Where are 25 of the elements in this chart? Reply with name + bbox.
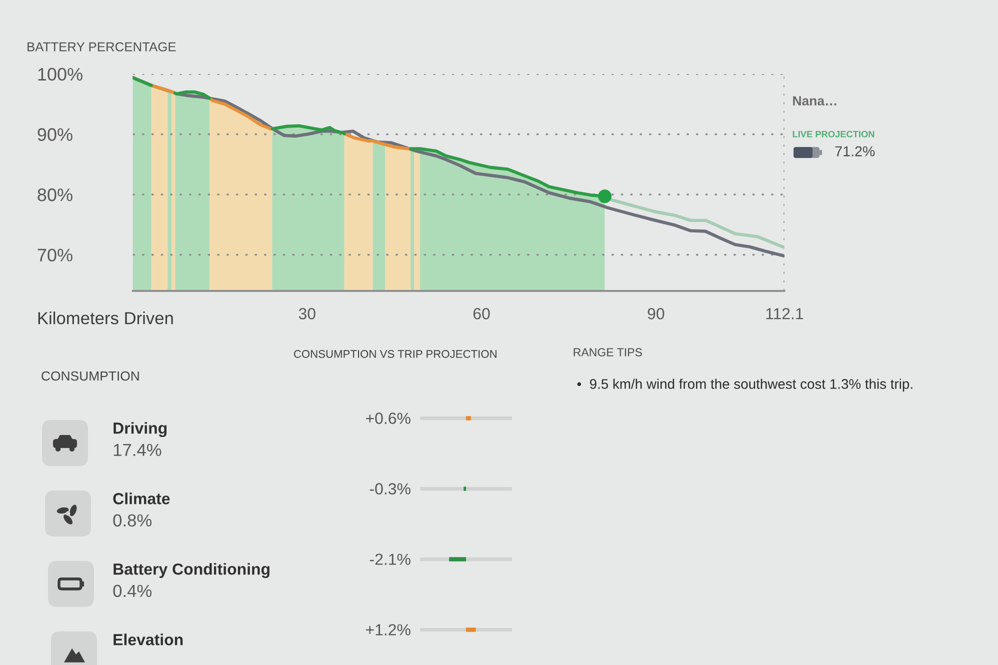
data-label: -0.3% — [370, 483, 410, 494]
y-tick-label: Elevation — [114, 634, 183, 646]
x-tick-label: 60 — [473, 308, 490, 320]
y-tick-label: 80% — [38, 188, 72, 202]
data-label: +1.2% — [366, 624, 410, 636]
x-tick-label: 30 — [298, 308, 316, 320]
text: RANGE TIPS — [574, 348, 642, 356]
x-tick-label: 112.1 — [766, 308, 804, 320]
data-label: +0.6% — [366, 412, 410, 424]
x-tick-label: 90 — [648, 308, 664, 320]
y-tick-label: Driving 17.4% — [114, 422, 167, 456]
text: • 9.5 km/h wind from the southwest cost 1.3% this trip. — [577, 378, 912, 392]
y-tick-label: 70% — [38, 248, 72, 262]
chart-title: CONSUMPTION VS TRIP PROJECTION — [294, 350, 496, 358]
text: 71.2% — [835, 146, 875, 156]
y-tick-label: 90% — [38, 128, 72, 141]
text: LIVE PROJECTION — [792, 130, 874, 138]
y-axis-title: BATTERY PERCENTAGE — [28, 42, 176, 52]
y-axis-title: CONSUMPTION — [42, 371, 139, 381]
data-label: -2.1% — [370, 554, 410, 565]
x-axis-title: Kilometers Driven — [38, 312, 173, 324]
y-tick-label: Battery Conditioning 0.4% — [113, 563, 270, 598]
y-tick-label: 100% — [38, 68, 82, 81]
y-tick-label: Climate 0.8% — [113, 492, 170, 527]
text: Nana… — [793, 96, 836, 106]
